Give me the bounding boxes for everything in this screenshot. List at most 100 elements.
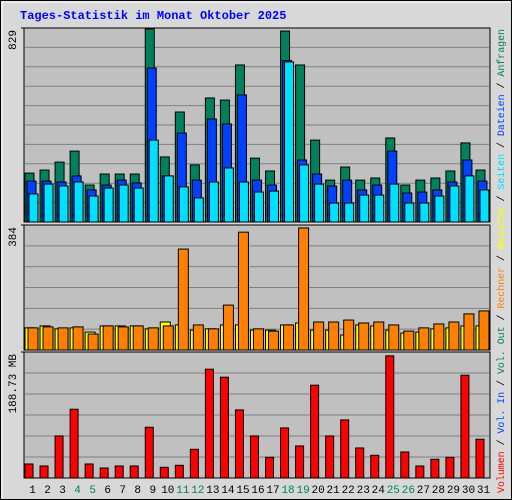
bar bbox=[385, 355, 395, 479]
bar bbox=[445, 456, 455, 479]
x-tick-label: 24 bbox=[372, 485, 386, 497]
bar bbox=[280, 427, 290, 479]
bar bbox=[329, 202, 340, 223]
legend-separator: / bbox=[496, 77, 508, 95]
bar bbox=[373, 321, 385, 351]
x-tick-label: 11 bbox=[176, 485, 190, 497]
legend-separator: / bbox=[496, 374, 508, 392]
bar bbox=[283, 324, 295, 351]
bar bbox=[27, 327, 39, 351]
x-tick-label: 27 bbox=[417, 485, 430, 497]
bar bbox=[463, 313, 475, 351]
bar bbox=[343, 319, 355, 351]
bar bbox=[99, 467, 109, 479]
bar bbox=[103, 187, 114, 223]
legend-separator: / bbox=[496, 249, 508, 267]
legend-entry: Anfragen bbox=[496, 29, 508, 77]
bar bbox=[133, 187, 144, 223]
bar bbox=[295, 445, 305, 479]
bar bbox=[237, 231, 249, 351]
bar bbox=[189, 448, 199, 479]
bar bbox=[148, 139, 159, 223]
bar bbox=[193, 197, 204, 223]
bar bbox=[69, 408, 79, 479]
legend-separator: / bbox=[496, 190, 508, 208]
bar bbox=[84, 463, 94, 479]
x-tick-label: 20 bbox=[312, 485, 325, 497]
bar bbox=[370, 454, 380, 479]
x-tick-label: 16 bbox=[251, 485, 264, 497]
legend-entry: Dateien bbox=[496, 94, 508, 136]
bar bbox=[238, 181, 249, 223]
bar bbox=[178, 186, 189, 223]
bar bbox=[475, 438, 485, 479]
bar bbox=[102, 325, 114, 351]
legend: Volumen / Vol. In / Vol. Out / Rechner /… bbox=[496, 29, 508, 493]
bar bbox=[434, 195, 445, 223]
bar bbox=[54, 435, 64, 479]
x-tick-label: 21 bbox=[327, 485, 341, 497]
bar bbox=[265, 456, 275, 479]
bar bbox=[159, 466, 169, 479]
bar bbox=[129, 465, 139, 479]
bar bbox=[448, 321, 460, 351]
bar bbox=[313, 321, 325, 351]
bar bbox=[389, 183, 400, 223]
bar bbox=[132, 325, 144, 351]
x-tick-label: 5 bbox=[89, 485, 96, 497]
x-tick-label: 17 bbox=[266, 485, 279, 497]
x-tick-label: 6 bbox=[104, 485, 111, 497]
bar bbox=[403, 330, 415, 351]
legend-entry: Rechner bbox=[496, 267, 508, 309]
bar bbox=[253, 191, 264, 223]
bar bbox=[177, 248, 189, 351]
chart-title: Tages-Statistik im Monat Oktober 2025 bbox=[20, 9, 286, 23]
bar bbox=[430, 458, 440, 479]
bar bbox=[174, 464, 184, 479]
bar bbox=[58, 185, 69, 223]
bar bbox=[464, 175, 475, 223]
x-tick-label: 29 bbox=[447, 485, 460, 497]
bar bbox=[162, 325, 174, 351]
bar bbox=[355, 447, 365, 479]
bar bbox=[344, 202, 355, 223]
x-tick-label: 22 bbox=[342, 485, 355, 497]
bar bbox=[42, 326, 54, 351]
legend-separator: / bbox=[496, 309, 508, 327]
bar bbox=[39, 465, 49, 479]
bar bbox=[359, 194, 370, 223]
bar bbox=[252, 328, 264, 351]
bar bbox=[208, 181, 219, 223]
bar bbox=[222, 304, 234, 351]
bar bbox=[325, 435, 335, 479]
bar bbox=[388, 324, 400, 351]
bar bbox=[328, 321, 340, 351]
bar bbox=[28, 193, 39, 223]
bar bbox=[419, 202, 430, 223]
bar bbox=[340, 419, 350, 479]
bar bbox=[234, 409, 244, 479]
bar bbox=[400, 451, 410, 479]
bar bbox=[460, 374, 470, 479]
x-tick-label: 19 bbox=[296, 485, 309, 497]
bar bbox=[114, 465, 124, 479]
legend-entry: Besuche bbox=[496, 207, 508, 249]
x-tick-label: 8 bbox=[134, 485, 141, 497]
bar bbox=[73, 181, 84, 223]
y-tick-label: 188.73 MB bbox=[8, 354, 20, 414]
bar bbox=[358, 322, 370, 351]
legend-separator: / bbox=[496, 136, 508, 154]
bar bbox=[88, 195, 99, 223]
bar bbox=[87, 333, 99, 351]
bar bbox=[192, 324, 204, 351]
legend-entry: Vol. Out bbox=[496, 326, 508, 374]
bar bbox=[449, 185, 460, 223]
x-tick-label: 2 bbox=[44, 485, 51, 497]
bar bbox=[314, 183, 325, 223]
bar bbox=[72, 326, 84, 351]
x-tick-label: 12 bbox=[191, 485, 204, 497]
bar bbox=[269, 190, 280, 223]
x-tick-label: 10 bbox=[161, 485, 174, 497]
